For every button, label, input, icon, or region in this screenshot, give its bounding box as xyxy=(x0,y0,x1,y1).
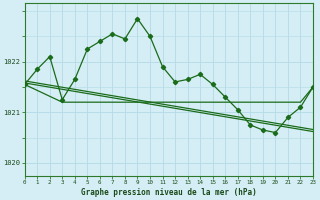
X-axis label: Graphe pression niveau de la mer (hPa): Graphe pression niveau de la mer (hPa) xyxy=(81,188,257,197)
